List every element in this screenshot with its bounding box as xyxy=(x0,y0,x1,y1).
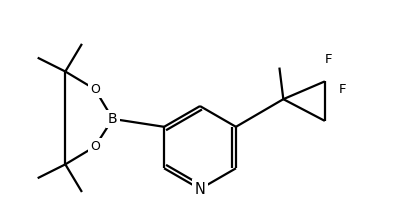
Text: B: B xyxy=(107,112,117,126)
Text: O: O xyxy=(90,140,99,153)
Text: F: F xyxy=(324,53,332,66)
Text: N: N xyxy=(194,181,205,196)
Text: F: F xyxy=(338,83,346,96)
Text: O: O xyxy=(90,83,99,96)
